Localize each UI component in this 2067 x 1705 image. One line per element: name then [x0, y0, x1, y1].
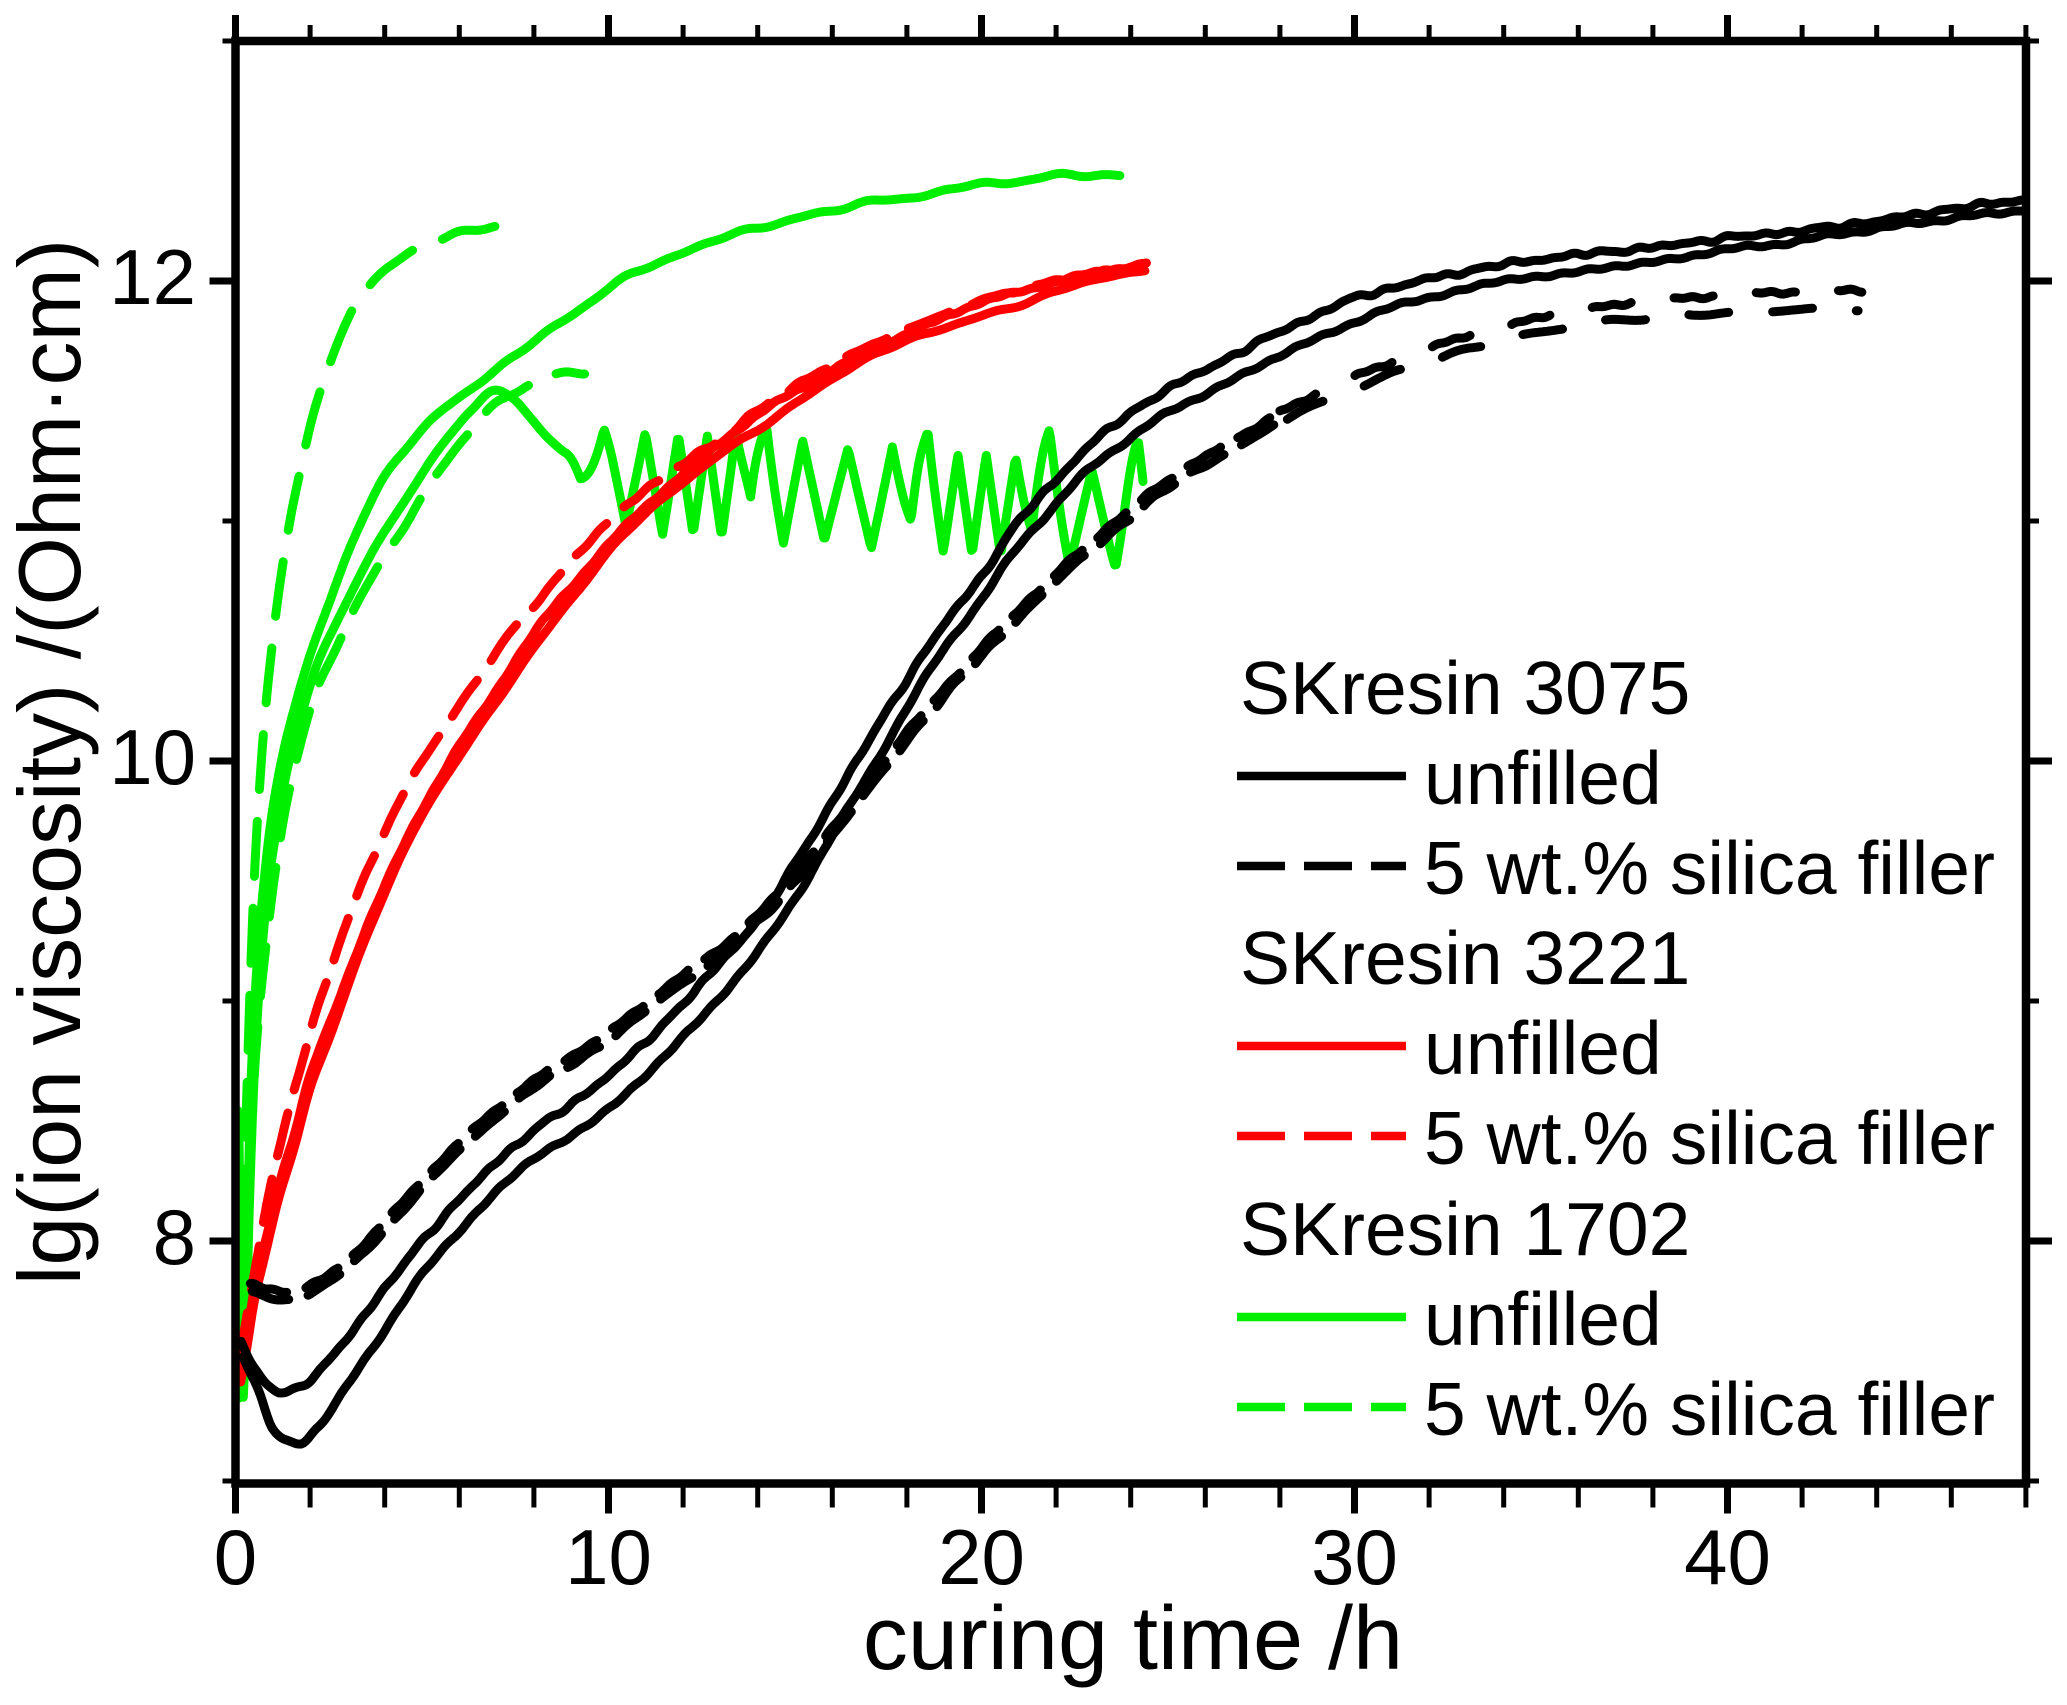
svg-text:5 wt.% silica filler: 5 wt.% silica filler — [1424, 826, 1995, 910]
svg-text:30: 30 — [1311, 1513, 1398, 1601]
svg-text:10: 10 — [109, 713, 196, 801]
svg-text:SKresin 1702: SKresin 1702 — [1240, 1187, 1690, 1271]
svg-text:0: 0 — [214, 1513, 257, 1601]
svg-text:20: 20 — [938, 1513, 1025, 1601]
svg-text:unfilled: unfilled — [1424, 1277, 1662, 1361]
svg-text:lg(ion viscosity) /(Ohm·cm): lg(ion viscosity) /(Ohm·cm) — [0, 239, 99, 1285]
svg-text:10: 10 — [565, 1513, 652, 1601]
svg-text:8: 8 — [153, 1193, 196, 1281]
svg-text:SKresin 3075: SKresin 3075 — [1240, 646, 1690, 730]
svg-text:unfilled: unfilled — [1424, 1006, 1662, 1090]
svg-text:40: 40 — [1684, 1513, 1771, 1601]
svg-text:SKresin 3221: SKresin 3221 — [1240, 916, 1690, 1000]
svg-text:5 wt.% silica filler: 5 wt.% silica filler — [1424, 1367, 1995, 1451]
svg-text:unfilled: unfilled — [1424, 736, 1662, 820]
svg-text:curing time /h: curing time /h — [863, 1589, 1403, 1689]
svg-text:5 wt.% silica filler: 5 wt.% silica filler — [1424, 1096, 1995, 1180]
svg-text:12: 12 — [109, 233, 196, 321]
